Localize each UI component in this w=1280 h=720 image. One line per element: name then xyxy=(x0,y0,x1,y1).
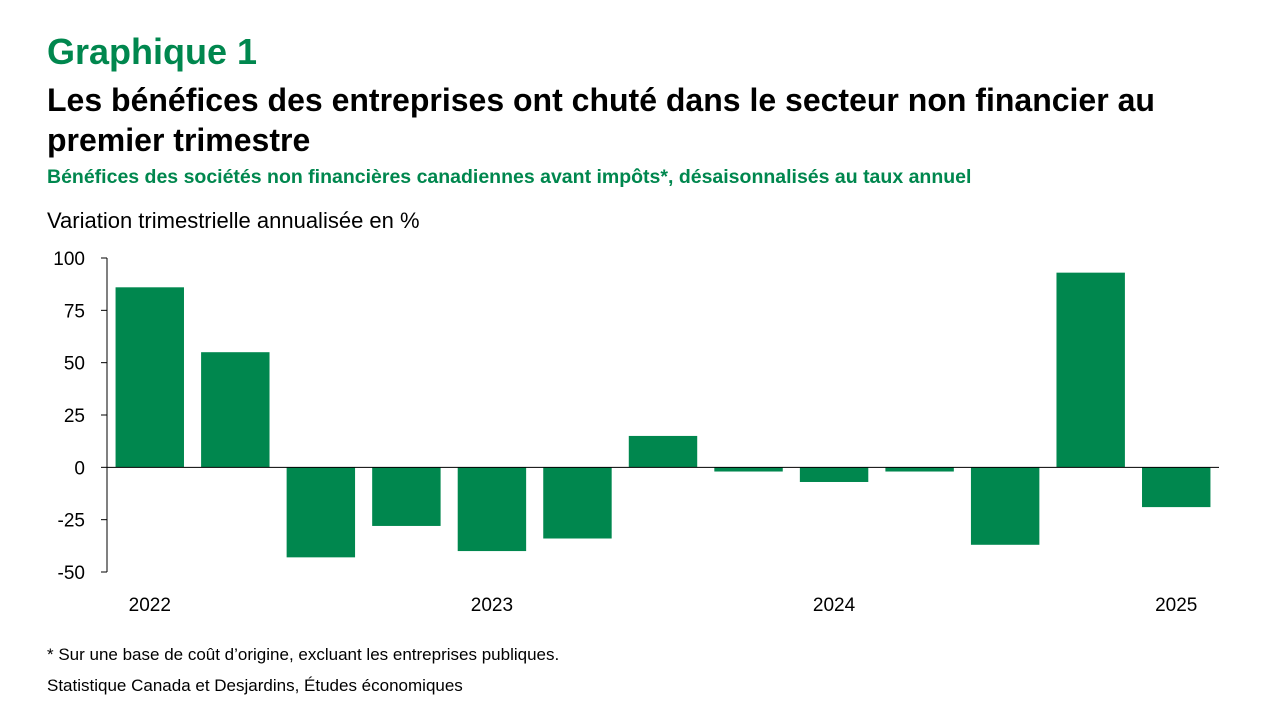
bar xyxy=(372,467,441,526)
bar xyxy=(799,467,869,482)
y-tick-label: 100 xyxy=(53,249,85,270)
x-tick-label: 2024 xyxy=(813,595,856,616)
footnote: * Sur une base de coût d’origine, exclua… xyxy=(47,645,560,664)
bar xyxy=(201,352,270,468)
bar xyxy=(1056,272,1125,468)
x-tick-label: 2022 xyxy=(129,595,171,616)
y-axis-ticks: 100 75 50 25 0 -25 -50 xyxy=(53,249,107,584)
bar xyxy=(543,467,612,539)
y-tick-label: 0 xyxy=(74,458,85,479)
y-tick-label: 25 xyxy=(64,406,85,427)
bar xyxy=(970,467,1040,545)
y-tick-label: 75 xyxy=(64,301,85,322)
y-tick-label: -25 xyxy=(58,511,85,532)
chart-label: Graphique 1 xyxy=(47,31,258,72)
x-tick-label: 2025 xyxy=(1155,595,1197,616)
bar xyxy=(115,287,184,468)
y-tick-label: -50 xyxy=(58,563,85,584)
bar xyxy=(457,467,527,552)
bar xyxy=(628,435,698,468)
bar xyxy=(1142,467,1211,508)
x-axis-ticks: 2022 2023 2024 2025 xyxy=(129,595,1198,616)
y-tick-label: 50 xyxy=(64,354,85,375)
bars xyxy=(115,272,1211,558)
bar xyxy=(286,467,356,558)
y-axis-label: Variation trimestrielle annualisée en % xyxy=(47,208,420,233)
chart-title: Les bénéfices des entreprises ont chuté … xyxy=(47,82,1155,158)
source-note: Statistique Canada et Desjardins, Études… xyxy=(47,676,463,695)
x-tick-label: 2023 xyxy=(471,595,513,616)
bar xyxy=(885,467,954,472)
bar xyxy=(714,467,783,472)
chart-subtitle: Bénéfices des sociétés non financières c… xyxy=(47,166,972,188)
